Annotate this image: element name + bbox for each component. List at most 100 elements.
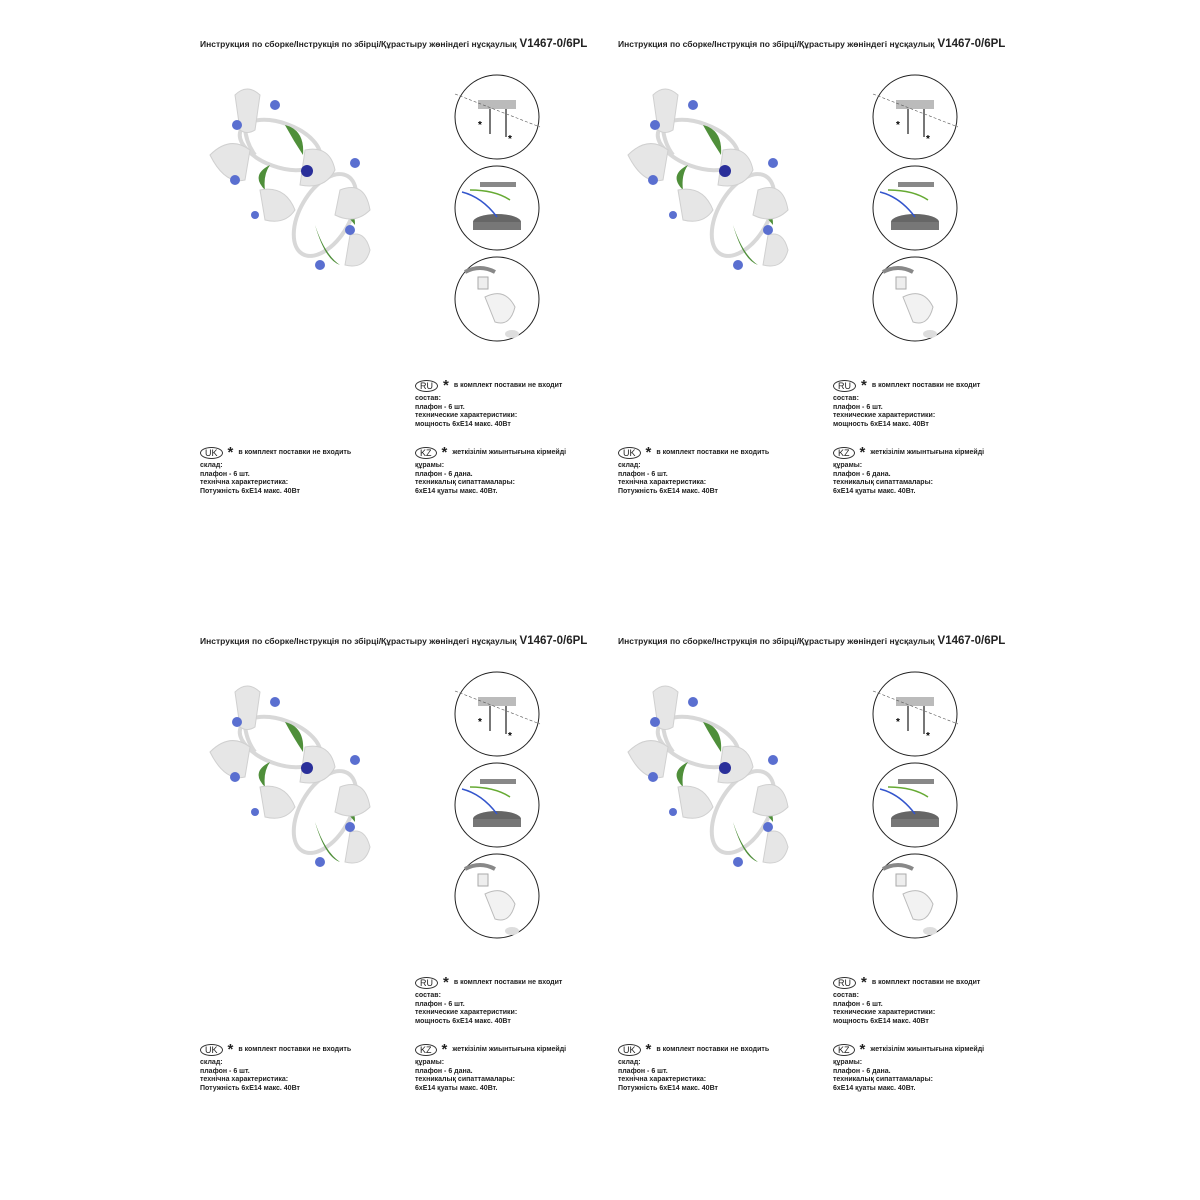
- not-included-note: в комплект поставки не входить: [238, 448, 352, 456]
- spec-line: плафон - 6 дана.: [833, 1067, 891, 1075]
- uk-header: UK * в комплект поставки не входить: [618, 1041, 770, 1058]
- spec-line: технічна характеристика:: [200, 479, 289, 487]
- ru-section: RU * в комплект поставки не входит состав: п…: [833, 377, 980, 429]
- spec-line: склад:: [200, 462, 223, 469]
- spec-line: 6хЕ14 қуаты макс. 40Вт.: [833, 487, 916, 495]
- uk-section: UK * в комплект поставки не входить склад: п…: [618, 1041, 770, 1093]
- model-number: V1467-0/6PL: [937, 635, 1006, 647]
- spec-line: состав:: [833, 992, 859, 999]
- bulb-shade-icon: [464, 863, 519, 935]
- spec-line: состав:: [833, 395, 859, 402]
- kz-header: KZ * жеткізілім жиынтығына кірмейді: [415, 444, 567, 461]
- not-included-note: в комплект поставки не входить: [656, 448, 770, 456]
- not-included-note: жеткізілім жиынтығына кірмейді: [452, 448, 567, 456]
- spec-line: плафон - 6 шт.: [415, 403, 465, 411]
- svg-text:*: *: [926, 134, 930, 145]
- not-included-note: в комплект поставки не входить: [238, 1045, 352, 1053]
- asterisk-icon: *: [443, 377, 449, 394]
- assembly-steps: **: [872, 74, 959, 342]
- bulb-shade-icon: [882, 266, 937, 338]
- instruction-sheet: Инструкция по сборке/Інструкція по збірц…: [0, 597, 587, 1194]
- chandelier-image: [209, 88, 371, 270]
- wiring-icon: [879, 182, 939, 230]
- spec-line: 6хЕ14 қуаты макс. 40Вт.: [415, 487, 498, 495]
- language-badge: RU: [833, 380, 856, 392]
- kz-header: KZ * жеткізілім жиынтығына кірмейді: [415, 1041, 566, 1058]
- svg-text:*: *: [508, 731, 512, 742]
- language-badge: KZ: [833, 447, 855, 459]
- asterisk-icon: *: [441, 1041, 448, 1058]
- spec-line: Потужність 6хЕ14 макс. 40Вт: [200, 1084, 300, 1092]
- uk-header: UK * в комплект поставки не входить: [618, 444, 770, 461]
- title-text: Инструкция по сборке/Інструкція по збірц…: [200, 636, 517, 646]
- ru-header: RU * в комплект поставки не входит: [415, 377, 562, 394]
- ru-header: RU * в комплект поставки не входит: [833, 974, 981, 991]
- kz-header: KZ * жеткізілім жиынтығына кірмейді: [833, 1041, 985, 1058]
- spec-line: плафон - 6 дана.: [833, 470, 891, 478]
- asterisk-icon: *: [861, 974, 867, 991]
- spec-line: технические характеристики:: [415, 412, 518, 420]
- not-included-note: в комплект поставки не входить: [656, 1045, 770, 1053]
- model-number: V1467-0/6PL: [937, 38, 1006, 50]
- language-badge: UK: [618, 447, 641, 459]
- spec-line: Потужність 6хЕ14 макс. 40Вт: [200, 487, 300, 495]
- language-badge: RU: [833, 977, 856, 989]
- ru-header: RU * в комплект поставки не входит: [415, 974, 563, 991]
- spec-line: технические характеристики:: [833, 1009, 936, 1017]
- spec-line: құрамы:: [415, 462, 445, 469]
- spec-line: мощность 6хЕ14 макс. 40Вт: [415, 1017, 511, 1025]
- kz-section: KZ * жеткізілім жиынтығына кірмейді құрамы:…: [415, 1041, 566, 1093]
- language-badge: KZ: [415, 447, 437, 459]
- asterisk-icon: *: [861, 377, 867, 394]
- spec-line: құрамы:: [415, 1059, 445, 1066]
- title-text: Инструкция по сборке/Інструкція по збірц…: [200, 39, 517, 49]
- not-included-note: жеткізілім жиынтығына кірмейді: [870, 1045, 985, 1053]
- spec-line: 6хЕ14 қуаты макс. 40Вт.: [415, 1084, 498, 1092]
- ru-section: RU * в комплект поставки не входит состав: п…: [415, 377, 562, 429]
- spec-line: плафон - 6 шт.: [200, 470, 250, 478]
- mounting-bracket-icon: **: [454, 690, 541, 742]
- spec-line: технічна характеристика:: [200, 1076, 289, 1084]
- chandelier-image: [627, 88, 789, 270]
- language-badge: UK: [618, 1044, 641, 1056]
- kz-section: KZ * жеткізілім жиынтығына кірмейді құрамы:…: [833, 1041, 985, 1093]
- spec-line: техникалық сипаттамалары:: [415, 1076, 515, 1084]
- language-badge: UK: [200, 1044, 223, 1056]
- assembly-steps: **: [454, 74, 541, 342]
- svg-text:*: *: [508, 134, 512, 145]
- mounting-bracket-icon: **: [872, 690, 959, 742]
- language-badge: RU: [415, 380, 438, 392]
- mounting-bracket-icon: **: [454, 93, 541, 145]
- instruction-sheet: Инструкция по сборке/Інструкція по збірц…: [0, 0, 587, 597]
- spec-line: мощность 6хЕ14 макс. 40Вт: [833, 1017, 929, 1025]
- ru-section: RU * в комплект поставки не входит состав: п…: [415, 974, 563, 1026]
- kz-header: KZ * жеткізілім жиынтығына кірмейді: [833, 444, 984, 461]
- not-included-note: в комплект поставки не входит: [453, 978, 563, 986]
- asterisk-icon: *: [443, 974, 449, 991]
- spec-line: плафон - 6 шт.: [200, 1067, 250, 1075]
- asterisk-icon: *: [859, 1041, 866, 1058]
- spec-line: плафон - 6 шт.: [618, 470, 668, 478]
- spec-line: плафон - 6 шт.: [618, 1067, 668, 1075]
- spec-line: 6хЕ14 қуаты макс. 40Вт.: [833, 1084, 916, 1092]
- language-badge: KZ: [415, 1044, 437, 1056]
- language-badge: UK: [200, 447, 223, 459]
- spec-line: техникалық сипаттамалары:: [833, 479, 933, 487]
- bulb-shade-icon: [464, 266, 519, 338]
- spec-line: технические характеристики:: [833, 412, 936, 420]
- ru-section: RU * в комплект поставки не входит состав: п…: [833, 974, 981, 1026]
- not-included-note: в комплект поставки не входит: [871, 978, 981, 986]
- asterisk-icon: *: [859, 444, 866, 461]
- asterisk-icon: *: [645, 1041, 652, 1058]
- kz-section: KZ * жеткізілім жиынтығына кірмейді құрамы:…: [833, 444, 984, 496]
- svg-text:*: *: [926, 731, 930, 742]
- assembly-steps: **: [872, 671, 959, 939]
- uk-section: UK * в комплект поставки не входить склад: п…: [200, 445, 352, 496]
- spec-line: состав:: [415, 992, 441, 999]
- spec-line: плафон - 6 шт.: [833, 403, 883, 411]
- wiring-icon: [461, 779, 521, 827]
- ru-header: RU * в комплект поставки не входит: [833, 377, 980, 394]
- instruction-sheet: Инструкция по сборке/Інструкція по збірц…: [418, 0, 1005, 597]
- asterisk-icon: *: [645, 444, 652, 461]
- asterisk-icon: *: [441, 444, 448, 461]
